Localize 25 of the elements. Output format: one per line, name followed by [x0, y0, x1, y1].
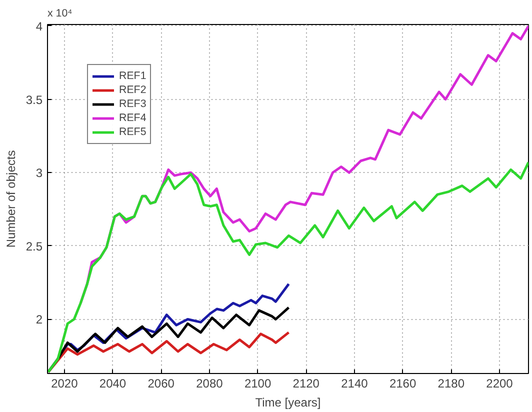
- y-tick-label: 2: [36, 312, 43, 327]
- y-tick-label: 2.5: [26, 239, 43, 254]
- y-tick-label: 4: [36, 19, 43, 34]
- x-tick-label: 2200: [486, 376, 514, 390]
- line-series: [48, 161, 528, 374]
- x-axis-title: Time [years]: [255, 396, 321, 410]
- legend-label: REF1: [119, 69, 146, 83]
- x-tick-label: 2160: [389, 376, 416, 390]
- x-tick-label: 2140: [341, 376, 368, 390]
- x-tick-label: 2080: [196, 376, 224, 390]
- y-tick-label: 3: [36, 166, 43, 180]
- x-tick-label: 2100: [244, 376, 272, 390]
- y-axis-title: Number of objects: [4, 150, 18, 248]
- text: x 10⁴: [48, 8, 73, 20]
- x-tick-label: 2180: [438, 376, 465, 390]
- legend-label: REF2: [119, 83, 146, 97]
- legend-label: REF3: [119, 97, 146, 111]
- x-tick-label: 2040: [99, 376, 126, 390]
- legend-label: REF4: [119, 111, 146, 125]
- x-tick-label: 2120: [292, 376, 320, 390]
- y-tick-label: 3.5: [26, 92, 43, 107]
- x-tick-label: 2020: [51, 376, 78, 390]
- legend-label: REF5: [119, 125, 146, 139]
- x-tick-label: 2060: [148, 376, 175, 390]
- line-series: [48, 331, 290, 374]
